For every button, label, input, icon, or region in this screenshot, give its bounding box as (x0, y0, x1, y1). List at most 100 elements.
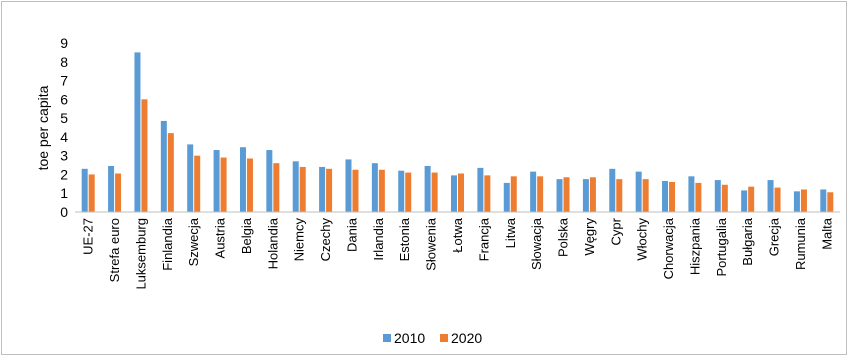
x-tick-label: Irlandia (371, 217, 386, 260)
bar-2010-Chorwacja (662, 181, 669, 212)
bar-2020-Czechy (326, 168, 333, 212)
x-tick-label: Hiszpania (687, 217, 702, 275)
x-tick-label: Malta (819, 217, 834, 250)
bar-2020-Austria (220, 157, 227, 212)
y-axis-title-group: toe per capita (35, 85, 51, 170)
y-tick-label: 9 (60, 35, 68, 51)
bar-2010-Rumunia (793, 191, 800, 212)
x-tick-label: Estonia (397, 217, 412, 261)
legend-label-2010: 2010 (394, 330, 425, 346)
bar-2020-Cypr (616, 179, 623, 212)
bar-2020-Łotwa (458, 173, 464, 212)
bar-2020-Estonia (405, 172, 412, 212)
bar-2020-Rumunia (800, 189, 807, 212)
x-tick-label: Holandia (265, 217, 280, 269)
bars (81, 52, 834, 212)
bar-2010-Holandia (266, 150, 273, 212)
bar-2020-Litwa (510, 176, 517, 212)
bar-2020-Irlandia (378, 169, 385, 212)
x-tick-label: Austria (213, 217, 228, 258)
x-tick-label: Szwecja (186, 217, 201, 266)
bar-2020-Polska (563, 177, 570, 212)
y-tick-label: 2 (60, 166, 68, 182)
bar-2010-Irlandia (371, 163, 378, 212)
legend: 2010 2020 (383, 330, 482, 346)
x-tick-label: Polska (556, 217, 571, 257)
bar-2010-Strefa euro (108, 165, 115, 212)
bar-2020-Węgry (589, 177, 596, 212)
y-tick-label: 8 (60, 54, 68, 70)
y-tick-label: 5 (60, 110, 68, 126)
y-tick-label: 0 (60, 204, 68, 220)
bar-2010-Polska (556, 179, 563, 212)
bar-2010-Finlandia (160, 120, 167, 212)
x-tick-label: Luksemburg (133, 218, 148, 290)
bar-2010-Włochy (635, 171, 642, 212)
y-tick-label: 7 (60, 73, 68, 89)
bar-2010-Litwa (503, 182, 510, 212)
bar-2020-Szwecja (194, 155, 201, 212)
bar-2010-Francja (477, 167, 484, 212)
x-tick-label: Słowenia (424, 217, 439, 271)
x-tick-label: Węgry (582, 218, 597, 256)
bar-2010-Bułgaria (741, 190, 748, 212)
bar-2010-Niemcy (292, 161, 299, 212)
x-tick-label: Strefa euro (107, 218, 122, 282)
legend-swatch-2010 (383, 334, 391, 342)
bar-2020-Strefa euro (115, 173, 122, 212)
bar-2010-Estonia (398, 170, 405, 212)
x-tick-label: Finlandia (160, 217, 175, 271)
bar-2010-Malta (820, 189, 827, 212)
y-tick-label: 1 (60, 185, 68, 201)
x-tick-label: Włochy (635, 218, 650, 261)
x-axis-tick-labels: UE-27 Strefa euro Luksemburg Finlandia Szwec… (81, 217, 835, 289)
bar-2010-Słowenia (424, 165, 431, 212)
bar-2020-Malta (827, 192, 834, 212)
bar-2020-Bułgaria (748, 186, 755, 212)
x-tick-label: Chorwacja (661, 217, 676, 279)
y-axis-title: toe per capita (35, 85, 51, 170)
bar-2010-Grecja (767, 180, 774, 212)
y-tick-label: 6 (60, 91, 68, 107)
bar-2010-Węgry (582, 179, 589, 212)
x-tick-label: Łotwa (450, 217, 465, 252)
x-tick-label: Grecja (767, 217, 782, 256)
bar-2020-Grecja (774, 187, 781, 212)
bar-2010-Dania (345, 159, 352, 212)
x-tick-label: Rumunia (793, 217, 808, 270)
bar-2020-Włochy (642, 179, 649, 212)
bar-2020-Belgia (246, 158, 253, 212)
bar-2010-Luksemburg (134, 52, 141, 212)
x-tick-label: Słowacja (529, 217, 544, 270)
x-tick-label: Portugalia (714, 217, 729, 276)
x-tick-label: Cypr (608, 217, 623, 245)
legend-swatch-2020 (440, 334, 448, 342)
bar-2020-UE-27 (88, 174, 95, 212)
bar-2020-Hiszpania (695, 182, 702, 212)
x-tick-label: Litwa (503, 217, 518, 248)
bar-2020-Portugalia (721, 184, 728, 212)
bar-2010-Austria (213, 150, 220, 212)
bar-2010-Szwecja (187, 144, 194, 212)
y-tick-label: 4 (60, 129, 68, 145)
bar-2010-Łotwa (451, 175, 457, 212)
bar-2020-Chorwacja (669, 181, 676, 212)
bar-2010-Słowacja (530, 171, 537, 212)
y-tick-label: 3 (60, 148, 68, 164)
x-tick-label: Francja (476, 217, 491, 261)
bar-2010-Portugalia (714, 180, 721, 212)
bar-2020-Słowacja (537, 176, 544, 212)
y-axis-ticks: 0 1 2 3 4 5 6 7 8 9 (60, 35, 68, 220)
bar-2010-UE-27 (81, 168, 88, 212)
x-tick-label: Niemcy (292, 218, 307, 262)
bar-2020-Słowenia (431, 172, 438, 212)
bar-2020-Niemcy (299, 166, 306, 212)
legend-label-2020: 2020 (451, 330, 482, 346)
bar-2010-Hiszpania (688, 176, 695, 212)
bar-2020-Luksemburg (141, 99, 148, 212)
x-tick-label: Dania (344, 217, 359, 252)
x-tick-label: UE-27 (81, 218, 96, 255)
x-tick-label: Bułgaria (740, 217, 755, 265)
bar-2020-Francja (484, 175, 491, 212)
